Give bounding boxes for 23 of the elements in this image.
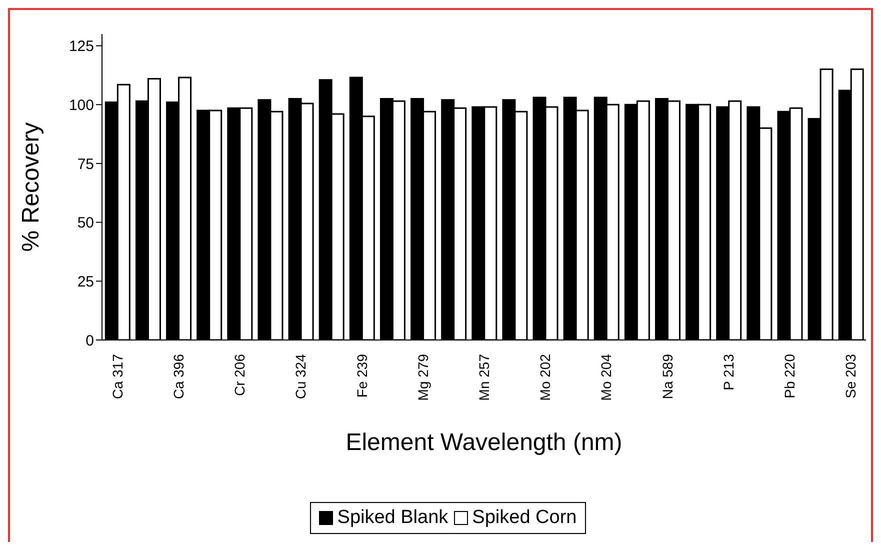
y-tick-label: 100 (68, 96, 94, 114)
y-tick-label: 75 (77, 156, 94, 173)
y-tick-label: 0 (86, 332, 94, 350)
x-tick-label: Mg 279 (414, 354, 431, 401)
y-tick-label: 25 (77, 273, 94, 290)
x-tick-label: Fe 239 (354, 354, 370, 398)
x-tick-label: Mo 204 (598, 354, 614, 401)
x-tick-label: Na 589 (659, 354, 676, 400)
x-axis-title: Element Wavelength (nm) (346, 429, 622, 456)
x-tick-label: Mn 257 (476, 354, 492, 401)
legend-label: Spiked Blank (337, 507, 448, 529)
x-tick-label: Cr 206 (232, 354, 248, 396)
x-tick-label: P 213 (720, 354, 736, 390)
x-tick-label: Ca 317 (109, 354, 126, 400)
y-tick-label: 50 (77, 214, 94, 232)
x-tick-label: Mo 202 (537, 354, 554, 401)
x-tick-label: Ca 396 (170, 354, 186, 400)
legend-label: Spiked Corn (472, 507, 577, 529)
x-tick-label: Cu 324 (292, 354, 309, 400)
x-tick-label: Se 203 (842, 354, 859, 398)
x-tick-label: Pb 220 (782, 354, 798, 398)
y-axis-title: % Recovery (18, 122, 45, 252)
y-tick-label: 125 (68, 38, 94, 56)
